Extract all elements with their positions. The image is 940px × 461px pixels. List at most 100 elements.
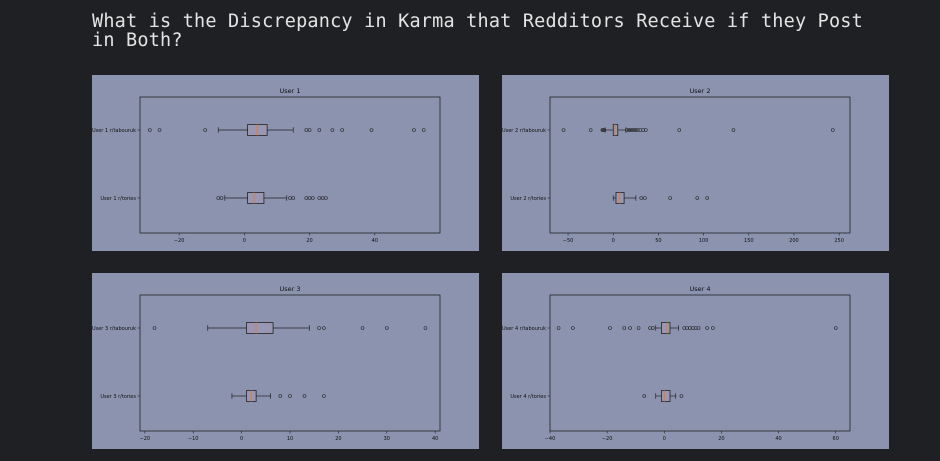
outlier-point [682,326,687,330]
x-tick-label: −10 [188,436,199,442]
x-tick-label: −20 [602,436,613,442]
outlier-point [317,196,322,200]
box-iqr [247,192,265,204]
box-iqr [661,390,671,402]
category-label: User 1 r/tories [100,196,136,202]
chart-panel-user-4: User 4 −40 −20 0 20 40 60 User 4 r/tabouruk User… [502,273,889,449]
outlier-point [152,326,157,330]
category-label: User 4 r/tabouruk [502,326,546,332]
outlier-point [369,128,374,132]
outlier-point [628,128,633,132]
category-label: User 4 r/tories [510,394,546,400]
boxplot-chart: User 2 −50 0 50 100 150 200 250 User 2 r/tabouru… [502,87,851,244]
outlier-point [679,394,684,398]
outlier-point [320,196,325,200]
x-tick-label: 150 [744,238,754,244]
outlier-point [288,196,292,200]
x-tick-label: 40 [775,436,781,442]
plot-area-frame [549,294,851,432]
x-tick-label: 10 [287,436,293,442]
outlier-point [412,128,416,132]
plot-area-frame [139,96,441,234]
outlier-point [571,326,575,330]
outlier-point [833,326,838,330]
chart-title: User 4 [689,285,710,293]
outlier-point [705,326,709,330]
outlier-point [648,326,652,330]
outlier-point [311,196,315,200]
chart-title: User 2 [689,87,710,95]
outlier-point [625,128,629,132]
outlier-point [634,128,638,132]
chart-panel-user-3: User 3 −20 −10 0 10 20 30 40 User 3 r/tabouruk Us… [92,273,479,449]
outlier-point [288,394,292,398]
outlier-point [317,326,321,330]
x-tick-label: −20 [174,238,185,244]
category-label: User 1 r/tabouruk [92,128,136,134]
outlier-point [695,196,700,200]
outlier-point [561,128,566,132]
outlier-point [278,394,283,398]
outlier-point [643,196,647,200]
outlier-point [711,326,715,330]
chart-title: User 3 [279,285,300,293]
outlier-point [693,326,698,330]
outlier-point [203,128,208,132]
chart-panel-user-2: User 2 −50 0 50 100 150 200 250 User 2 r/tabouru… [502,75,889,251]
boxplot-chart: User 3 −20 −10 0 10 20 30 40 User 3 r/tabouruk Us… [92,285,441,442]
x-tick-label: 250 [834,238,844,244]
chart-title: User 1 [279,87,300,95]
outlier-point [423,326,428,330]
outlier-point [421,128,426,132]
boxplot-chart: User 1 −20 0 20 40 User 1 r/tabouruk User 1 r/… [92,87,441,244]
x-tick-label: 200 [789,238,799,244]
outlier-point [628,326,632,330]
outlier-point [731,128,736,132]
outlier-point [705,196,710,200]
x-tick-label: −20 [140,436,151,442]
box-iqr [615,192,625,204]
x-tick-label: 40 [372,238,378,244]
outlier-point [636,326,641,330]
x-tick-label: −50 [563,238,574,244]
x-tick-label: 0 [612,238,615,244]
outlier-point [685,326,689,330]
outlier-point [626,128,631,132]
outlier-point [588,128,593,132]
x-tick-label: 20 [718,436,724,442]
category-label: User 3 r/tabouruk [92,326,136,332]
outlier-point [219,196,224,200]
x-tick-label: 20 [306,238,312,244]
outlier-point [291,196,296,200]
outlier-point [307,128,312,132]
outlier-point [322,326,326,330]
outlier-point [651,326,655,330]
outlier-point [630,128,635,132]
x-tick-label: 40 [432,436,438,442]
page-title: What is the Discrepancy in Karma that Re… [92,11,863,51]
outlier-point [304,196,309,200]
outlier-point [639,196,644,200]
outlier-point [324,196,328,200]
boxplot-chart: User 4 −40 −20 0 20 40 60 User 4 r/tabouruk User… [502,285,851,442]
outlier-point [622,326,627,330]
x-tick-label: −40 [545,436,556,442]
category-label: User 2 r/tabouruk [502,128,546,134]
outlier-point [688,326,692,330]
outlier-point [831,128,835,132]
outlier-point [642,394,647,398]
x-tick-label: 0 [243,238,246,244]
outlier-point [691,326,695,330]
outlier-point [307,196,312,200]
chart-panel-user-1: User 1 −20 0 20 40 User 1 r/tabouruk User 1 r/… [92,75,479,251]
outlier-point [147,128,152,132]
outlier-point [643,128,648,132]
x-tick-label: 30 [384,436,390,442]
plot-area-frame [139,294,441,432]
outlier-point [322,394,326,398]
outlier-point [668,196,672,200]
outlier-point [360,326,365,330]
outlier-point [317,128,322,132]
outlier-point [340,128,344,132]
outlier-point [602,128,607,132]
